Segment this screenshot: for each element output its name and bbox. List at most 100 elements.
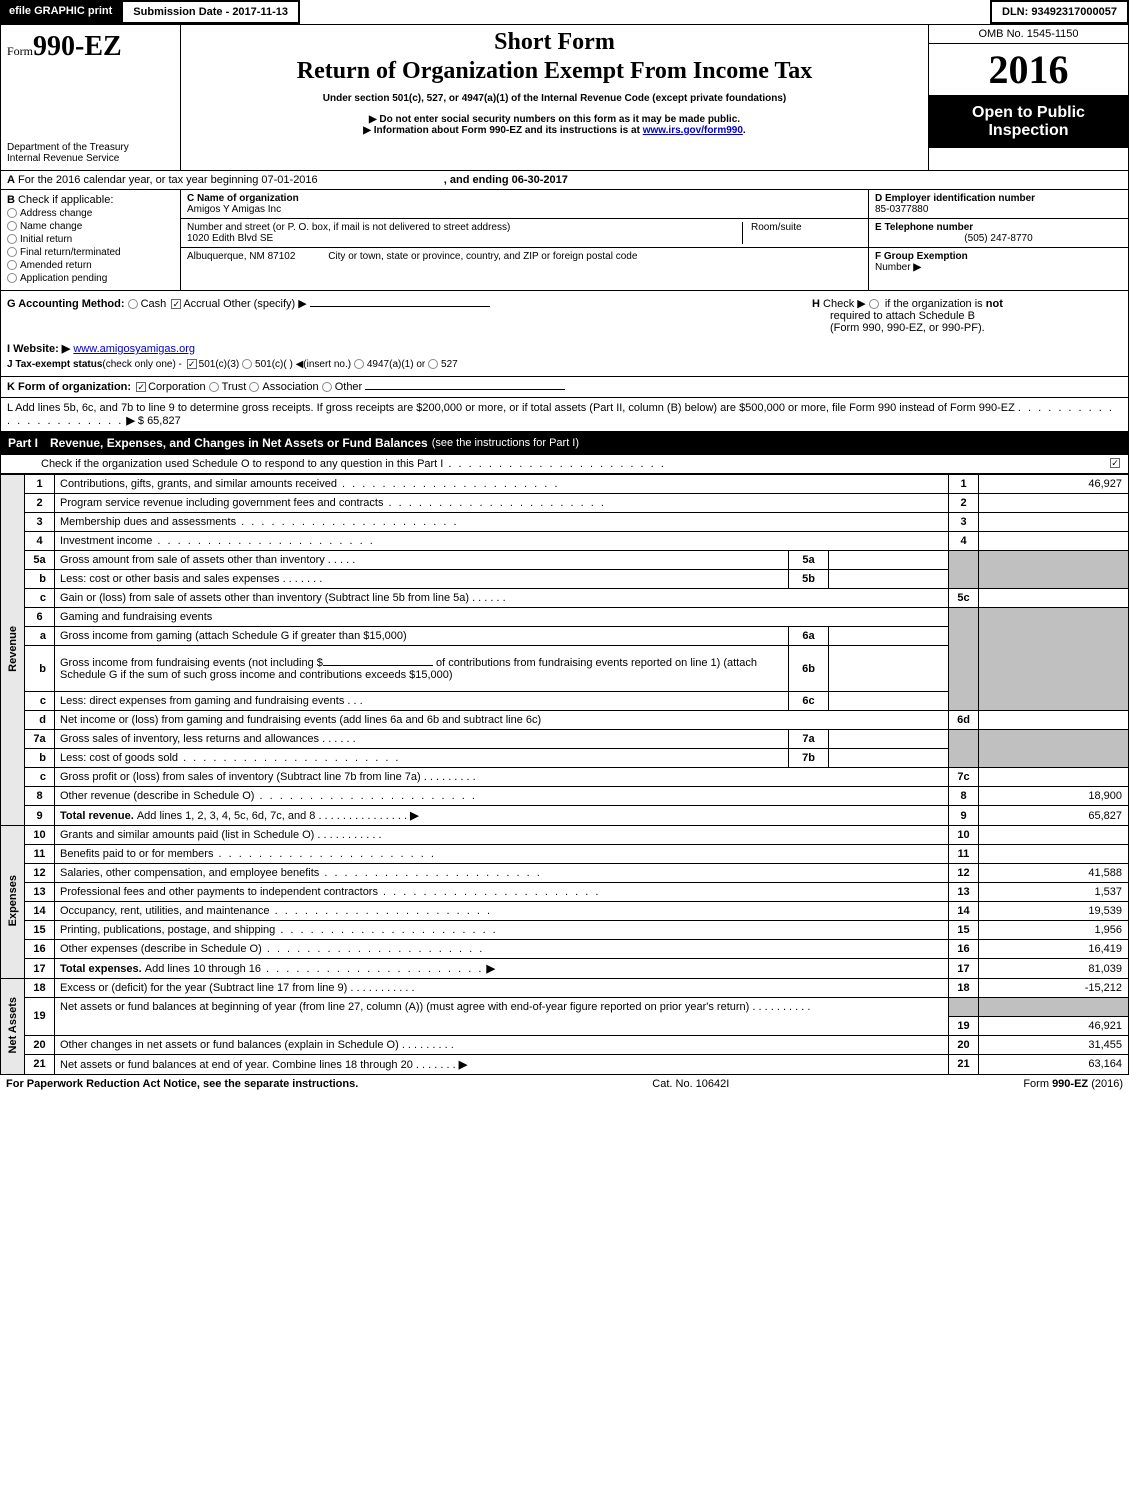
line-1-val: 46,927	[979, 475, 1129, 494]
line-2-rnum: 2	[949, 494, 979, 513]
do-not-enter-text: ▶ Do not enter social security numbers o…	[191, 114, 918, 125]
line-12-num: 12	[25, 864, 55, 883]
initial-return-label: Initial return	[20, 234, 72, 245]
line-5c-val	[979, 589, 1129, 608]
line-6-num: 6	[25, 608, 55, 627]
501c-radio[interactable]	[242, 359, 252, 369]
line-6c-inner-val	[829, 692, 949, 711]
line-17-desc-bold: Total expenses.	[60, 963, 145, 975]
4947-radio[interactable]	[354, 359, 364, 369]
dept-info: Department of the Treasury Internal Reve…	[7, 142, 174, 164]
name-change-radio[interactable]	[7, 221, 17, 231]
part-i-note: (see the instructions for Part I)	[432, 437, 579, 449]
city-label: City or town, state or province, country…	[328, 251, 637, 262]
line-4-rnum: 4	[949, 532, 979, 551]
dln-label: DLN: 93492317000057	[990, 0, 1129, 24]
cash-label: Cash	[141, 298, 167, 310]
amended-return-radio[interactable]	[7, 260, 17, 270]
l-arrow-icon: ▶	[126, 415, 134, 427]
line-10-num: 10	[25, 826, 55, 845]
line-5a-desc: Gross amount from sale of assets other t…	[60, 554, 325, 566]
tax-exempt-label: J Tax-exempt status	[7, 359, 102, 370]
final-return-radio[interactable]	[7, 247, 17, 257]
application-pending-radio[interactable]	[7, 273, 17, 283]
line-6d-val	[979, 711, 1129, 730]
info-pre: ▶ Information about Form 990-EZ and its …	[363, 125, 642, 136]
open-public-line1: Open to Public	[933, 104, 1124, 122]
line-16-desc: Other expenses (describe in Schedule O)	[60, 943, 262, 955]
line-17-num: 17	[25, 959, 55, 979]
other-method-label: Other (specify) ▶	[223, 298, 307, 310]
line-2-desc: Program service revenue including govern…	[60, 497, 383, 509]
room-suite-label: Room/suite	[751, 222, 862, 233]
shade-7ab-val	[979, 730, 1129, 768]
trust-radio[interactable]	[209, 382, 219, 392]
l-text: L Add lines 5b, 6c, and 7b to line 9 to …	[7, 402, 1015, 414]
c-name-label: C Name of organization	[187, 193, 299, 204]
website-link[interactable]: www.amigosyamigas.org	[73, 343, 195, 355]
section-l: L Add lines 5b, 6c, and 7b to line 9 to …	[0, 398, 1129, 432]
address-change-radio[interactable]	[7, 208, 17, 218]
line-21-num: 21	[25, 1054, 55, 1074]
line-13-rnum: 13	[949, 883, 979, 902]
h-check-label: Check ▶	[823, 298, 866, 310]
line-6b-inum: 6b	[789, 646, 829, 692]
line-3-val	[979, 513, 1129, 532]
assoc-radio[interactable]	[249, 382, 259, 392]
line-14-val: 19,539	[979, 902, 1129, 921]
accrual-label: Accrual	[183, 298, 220, 310]
line-5a-num: 5a	[25, 551, 55, 570]
h-text2: required to attach Schedule B	[830, 310, 975, 322]
tax-year-begin: For the 2016 calendar year, or tax year …	[18, 174, 318, 186]
line-6c-num: c	[25, 692, 55, 711]
tax-year-end: , and ending 06-30-2017	[444, 174, 568, 186]
footer-form-text: Form	[1023, 1078, 1052, 1090]
part-i-header: Part I Revenue, Expenses, and Changes in…	[0, 432, 1129, 454]
assoc-label: Association	[262, 381, 318, 393]
line-a-b-row: A For the 2016 calendar year, or tax yea…	[0, 171, 1129, 190]
paperwork-notice: For Paperwork Reduction Act Notice, see …	[6, 1078, 358, 1090]
line-9-desc-bold: Total revenue.	[60, 810, 137, 822]
open-public-line2: Inspection	[933, 122, 1124, 140]
line-3-rnum: 3	[949, 513, 979, 532]
line-1-num: 1	[25, 475, 55, 494]
cash-radio[interactable]	[128, 299, 138, 309]
line-13-desc: Professional fees and other payments to …	[60, 886, 378, 898]
line-18-num: 18	[25, 979, 55, 998]
line-5c-rnum: 5c	[949, 589, 979, 608]
line-6a-num: a	[25, 627, 55, 646]
shade-6abc-val	[979, 608, 1129, 711]
line-7c-desc: Gross profit or (loss) from sales of inv…	[60, 771, 421, 783]
street-label: Number and street (or P. O. box, if mail…	[187, 222, 510, 233]
corp-label: Corporation	[148, 381, 205, 393]
group-number-label: Number	[875, 262, 911, 273]
k-label: K Form of organization:	[7, 381, 131, 393]
501c3-checkbox[interactable]	[187, 359, 197, 369]
initial-return-radio[interactable]	[7, 234, 17, 244]
line-20-val: 31,455	[979, 1035, 1129, 1054]
line-6-desc: Gaming and fundraising events	[55, 608, 949, 627]
schedule-o-checkbox[interactable]	[1110, 458, 1120, 468]
line-8-val: 18,900	[979, 787, 1129, 806]
line-15-num: 15	[25, 921, 55, 940]
527-radio[interactable]	[428, 359, 438, 369]
line-6b-inner-val	[829, 646, 949, 692]
ein-label: D Employer identification number	[875, 193, 1035, 204]
cat-number: Cat. No. 10642I	[652, 1078, 729, 1090]
accrual-checkbox[interactable]	[171, 299, 181, 309]
efile-print-button[interactable]: efile GRAPHIC print	[0, 0, 121, 24]
other-org-radio[interactable]	[322, 382, 332, 392]
line-11-num: 11	[25, 845, 55, 864]
corp-checkbox[interactable]	[136, 382, 146, 392]
address-change-label: Address change	[20, 208, 92, 219]
line-9-rnum: 9	[949, 806, 979, 826]
footer-form-year: (2016)	[1088, 1078, 1123, 1090]
h-radio[interactable]	[869, 299, 879, 309]
line-17-desc: Add lines 10 through 16	[145, 963, 261, 975]
line-6c-inum: 6c	[789, 692, 829, 711]
line-17-rnum: 17	[949, 959, 979, 979]
open-to-public: Open to Public Inspection	[929, 96, 1128, 148]
line-5c-desc: Gain or (loss) from sale of assets other…	[60, 592, 469, 604]
h-text3: (Form 990, 990-EZ, or 990-PF).	[830, 322, 985, 334]
irs-link[interactable]: www.irs.gov/form990	[643, 125, 743, 136]
